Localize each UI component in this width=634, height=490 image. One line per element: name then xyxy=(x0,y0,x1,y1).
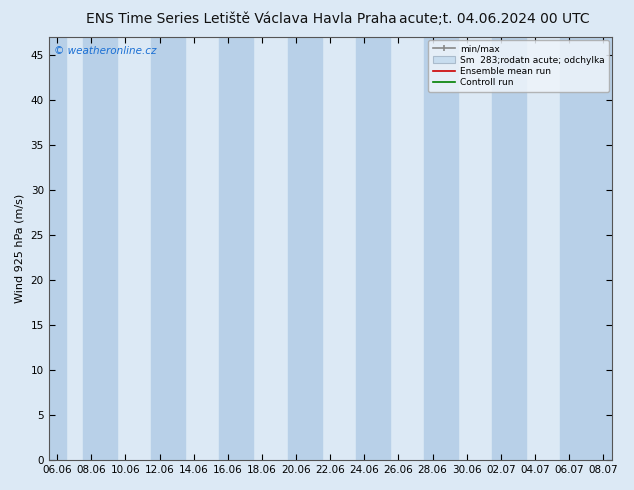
Bar xyxy=(424,37,458,460)
Y-axis label: Wind 925 hPa (m/s): Wind 925 hPa (m/s) xyxy=(15,194,25,303)
Legend: min/max, Sm  283;rodatn acute; odchylka, Ensemble mean run, Controll run: min/max, Sm 283;rodatn acute; odchylka, … xyxy=(428,40,609,92)
Bar xyxy=(287,37,321,460)
Bar xyxy=(560,37,595,460)
Bar xyxy=(83,37,117,460)
Text: © weatheronline.cz: © weatheronline.cz xyxy=(55,46,157,55)
Bar xyxy=(595,37,612,460)
Bar xyxy=(151,37,185,460)
Bar xyxy=(49,37,66,460)
Bar xyxy=(356,37,390,460)
Text: ENS Time Series Letiště Václava Havla Praha: ENS Time Series Letiště Václava Havla Pr… xyxy=(86,12,396,26)
Bar xyxy=(219,37,254,460)
Text: acute;t. 04.06.2024 00 UTC: acute;t. 04.06.2024 00 UTC xyxy=(399,12,590,26)
Bar xyxy=(492,37,526,460)
